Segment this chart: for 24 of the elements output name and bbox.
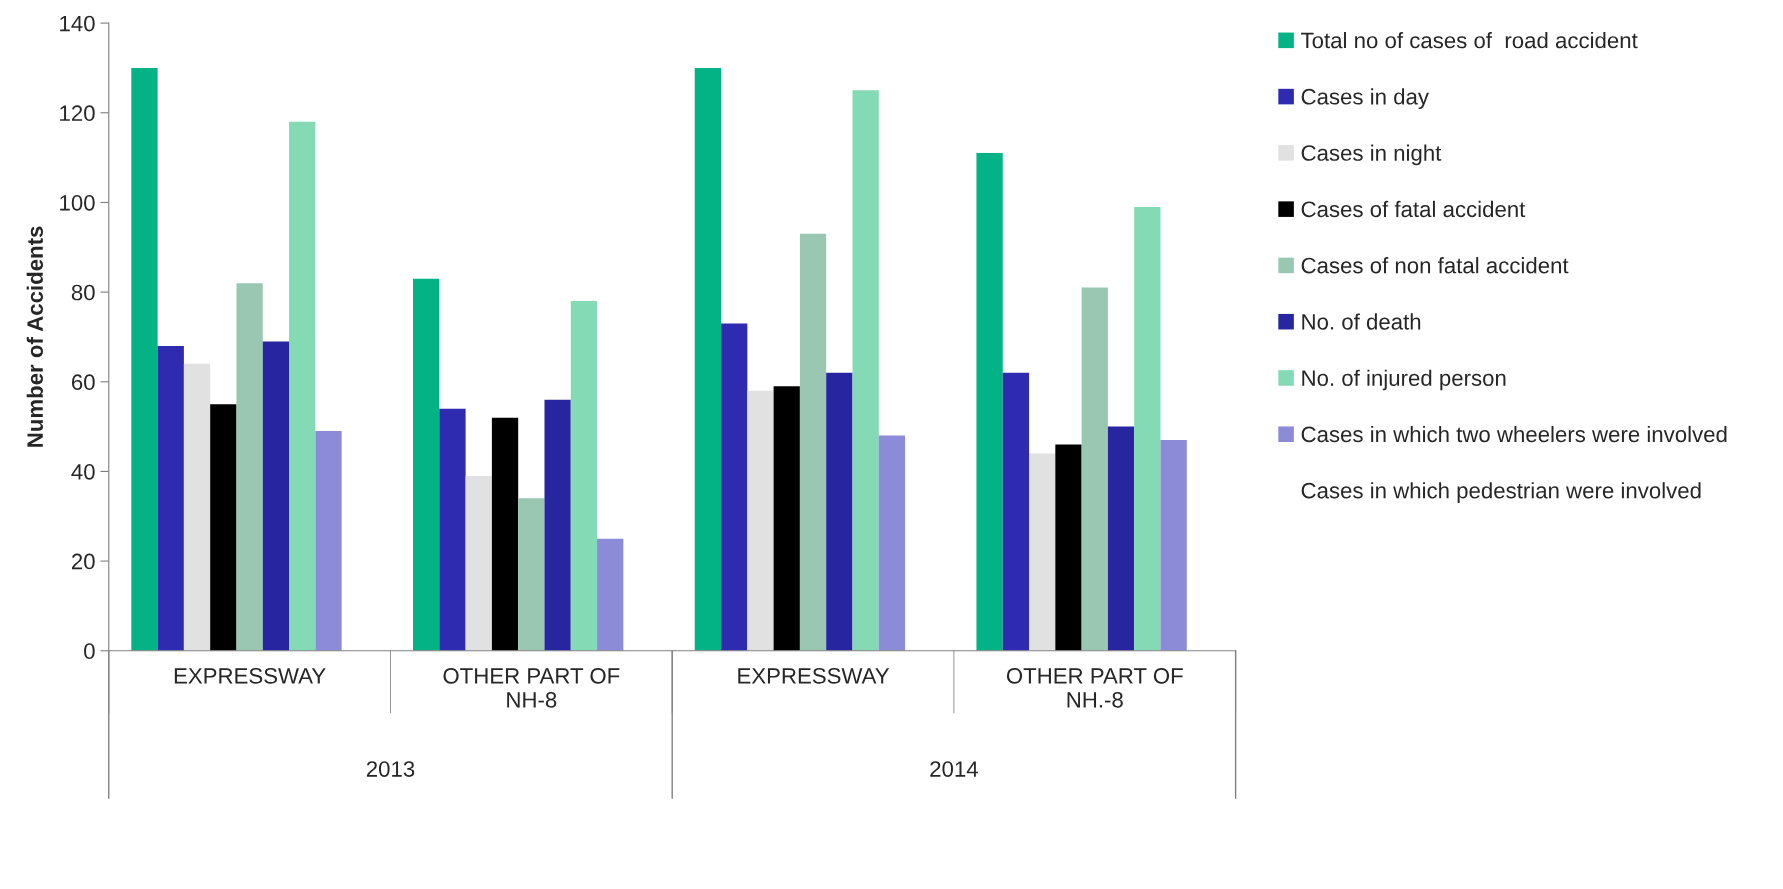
- text: 2013: [366, 761, 415, 777]
- y-tick-label: 80: [71, 284, 95, 301]
- x-tick-label: OTHER PART OF NH-8: [443, 668, 620, 708]
- legend-label: Cases of fatal accident: [1301, 200, 1526, 218]
- legend-label: Cases in day: [1301, 88, 1429, 109]
- y-tick-label: 140: [60, 15, 95, 32]
- legend-label: Total no of cases of road accident: [1301, 32, 1638, 49]
- text: Cases in which pedestrian were involved: [1301, 482, 1701, 503]
- legend-label: Cases in which two wheelers were involved: [1301, 425, 1727, 443]
- y-tick-label: 40: [71, 463, 95, 480]
- x-tick-label: EXPRESSWAY: [738, 668, 890, 684]
- text: 2014: [930, 761, 978, 777]
- y-tick-label: 0: [84, 643, 95, 660]
- legend-label: Cases in night: [1301, 144, 1442, 166]
- legend-label: No. of injured person: [1302, 369, 1506, 391]
- y-tick-label: 120: [60, 105, 95, 122]
- legend-label: No. of death: [1302, 313, 1421, 330]
- x-tick-label: EXPRESSWAY: [174, 668, 326, 684]
- y-tick-label: 100: [60, 194, 95, 211]
- legend-label: Cases of non fatal accident: [1301, 257, 1569, 274]
- y-axis-title: Number of Accidents: [26, 226, 43, 447]
- y-tick-label: 60: [71, 374, 95, 391]
- x-tick-label: OTHER PART OF NH.-8: [1006, 668, 1183, 708]
- y-tick-label: 20: [71, 553, 95, 570]
